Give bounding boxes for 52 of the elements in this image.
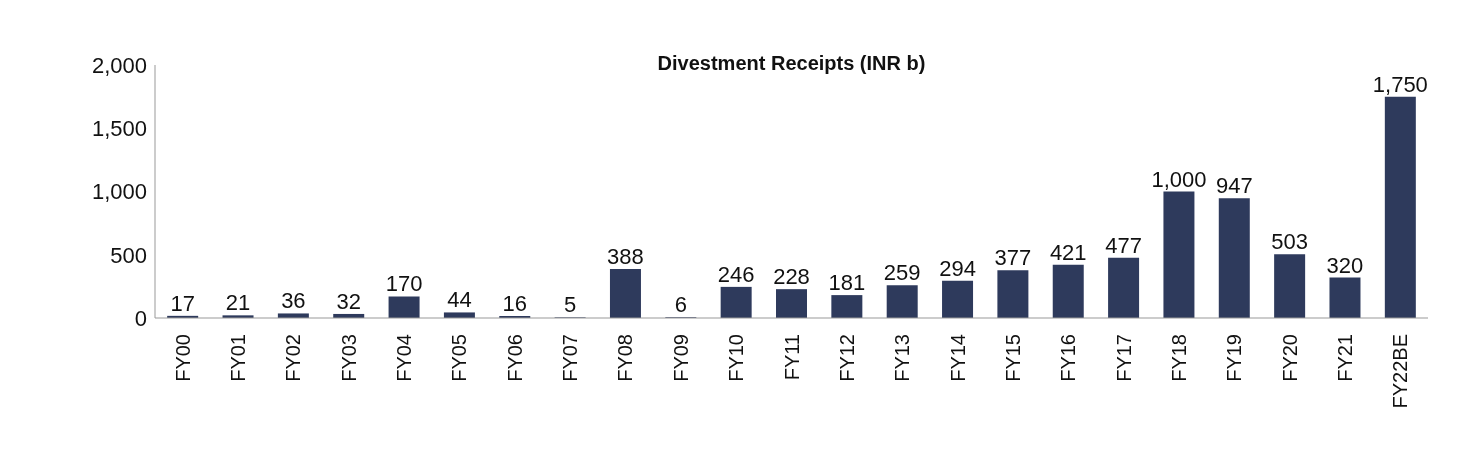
y-tick-label: 0	[134, 305, 147, 331]
data-label: 1,000	[1151, 166, 1207, 192]
y-tick-label: 1,000	[91, 179, 147, 205]
data-label: 6	[674, 292, 687, 318]
data-label: 228	[773, 264, 810, 290]
data-label: 32	[336, 288, 361, 314]
data-label: 36	[281, 288, 306, 314]
data-label: 294	[939, 255, 976, 281]
data-label: 17	[170, 290, 195, 316]
data-label: 388	[607, 243, 644, 269]
x-tick-label: FY11	[780, 334, 803, 381]
x-tick-label: FY07	[559, 334, 582, 382]
data-label: 246	[717, 261, 755, 287]
x-tick-label: FY05	[448, 334, 471, 382]
data-label: 377	[994, 245, 1032, 271]
x-tick-label: FY17	[1112, 334, 1135, 382]
data-label: 320	[1326, 252, 1364, 278]
chart-title: Divestment Receipts (INR b)	[657, 52, 926, 74]
x-tick-label: FY04	[393, 334, 416, 382]
x-tick-label: FY19	[1223, 334, 1246, 382]
x-tick-label: FY21	[1333, 334, 1356, 382]
data-label: 259	[883, 260, 921, 286]
x-tick-label: FY20	[1278, 334, 1301, 382]
data-label: 503	[1271, 229, 1308, 255]
data-label: 1,750	[1372, 71, 1428, 97]
x-tick-label: FY08	[614, 334, 637, 382]
x-tick-label: FY16	[1057, 334, 1080, 382]
y-tick-label: 2,000	[91, 52, 147, 78]
x-tick-label: FY01	[227, 334, 250, 382]
x-tick-label: FY09	[669, 334, 692, 382]
y-tick-label: 1,500	[91, 116, 147, 142]
x-tick-label: FY00	[171, 334, 194, 382]
x-tick-label: FY13	[891, 334, 914, 382]
x-tick-label: FY18	[1167, 334, 1190, 382]
x-tick-label: FY15	[1001, 334, 1024, 382]
x-tick-label: FY14	[946, 334, 969, 382]
x-tick-label: FY10	[725, 334, 748, 382]
data-label: 5	[563, 292, 577, 318]
x-tick-label: FY06	[503, 334, 526, 382]
data-label: 44	[447, 287, 472, 313]
data-label: 477	[1105, 232, 1142, 258]
data-label: 21	[225, 290, 251, 316]
x-tick-label: FY03	[337, 334, 360, 382]
data-label: 181	[828, 270, 866, 296]
data-label: 170	[385, 271, 423, 297]
data-label: 16	[502, 290, 528, 316]
x-tick-label: FY22BE	[1389, 334, 1412, 409]
x-tick-label: FY12	[835, 334, 858, 382]
y-tick-label: 500	[110, 242, 147, 268]
x-tick-label: FY02	[282, 334, 305, 382]
data-label: 947	[1215, 173, 1253, 199]
data-label: 421	[1049, 239, 1087, 265]
